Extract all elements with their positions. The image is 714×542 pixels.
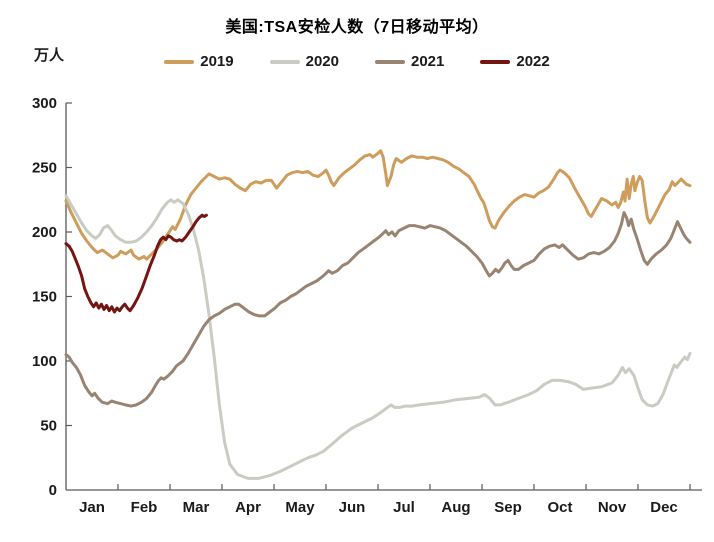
legend-swatch-2022 — [480, 59, 511, 64]
y-axis-tick-label: 150 — [32, 289, 57, 306]
legend-label: 2020 — [305, 53, 339, 70]
x-axis-tick-label: Jan — [79, 499, 105, 516]
x-axis-tick-label: May — [285, 499, 315, 516]
x-axis-tick-label: Aug — [441, 499, 470, 516]
x-axis-tick-label: Sep — [494, 499, 522, 516]
series-line-2019 — [64, 149, 692, 261]
x-axis-tick-label: Oct — [547, 499, 572, 516]
legend-swatch-2020 — [269, 59, 300, 64]
legend-item-2022: 2022 — [480, 53, 550, 70]
y-axis-tick-label: 0 — [49, 482, 57, 499]
y-axis-tick-label: 300 — [32, 95, 57, 112]
x-axis-tick-label: Jun — [339, 499, 366, 516]
legend-swatch-2021 — [375, 59, 405, 64]
legend-swatch-2019 — [164, 59, 195, 64]
x-axis-tick-label: Feb — [131, 499, 158, 516]
y-axis-tick-label: 100 — [32, 353, 57, 370]
x-axis-tick-label: Apr — [235, 499, 261, 516]
legend-item-2019: 2019 — [164, 53, 234, 70]
series-line-2022 — [64, 213, 208, 314]
legend-item-2021: 2021 — [375, 53, 444, 70]
y-axis-tick-label: 200 — [32, 224, 57, 241]
series-line-2020 — [64, 194, 692, 480]
chart-legend: 2019 2020 2021 2022 — [0, 53, 714, 70]
y-axis-tick-label: 250 — [32, 160, 57, 177]
x-axis-tick-label: Mar — [183, 499, 210, 516]
chart-title: 美国:TSA安检人数（7日移动平均） — [225, 19, 489, 36]
y-axis-tick-label: 50 — [40, 418, 57, 435]
x-axis-tick-label: Nov — [598, 499, 627, 516]
series-line-2021 — [64, 211, 692, 408]
x-axis-tick-label: Jul — [393, 499, 415, 516]
legend-label: 2019 — [200, 53, 234, 70]
legend-label: 2022 — [516, 53, 550, 70]
legend-label: 2021 — [411, 53, 445, 70]
legend-item-2020: 2020 — [269, 53, 339, 70]
y-axis-unit-label: 万人 — [34, 47, 65, 64]
x-axis-tick-label: Dec — [650, 499, 678, 516]
